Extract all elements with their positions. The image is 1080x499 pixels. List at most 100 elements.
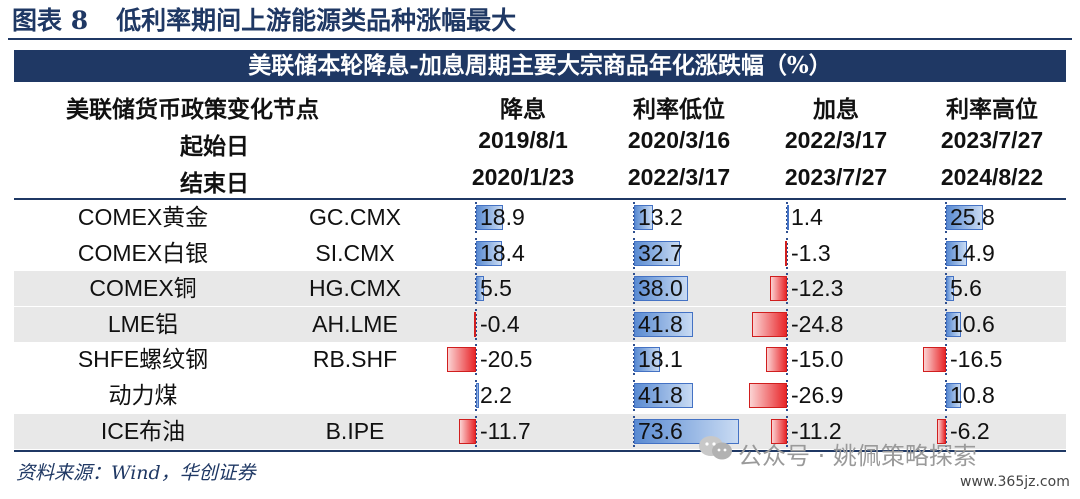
data-label: 10.8 [950, 382, 995, 408]
data-bar [922, 347, 946, 373]
data-label: -1.3 [791, 239, 831, 266]
zero-axis [786, 273, 788, 305]
commodity-name: 动力煤 [108, 382, 178, 408]
data-bar [634, 418, 739, 444]
data-bar [769, 276, 787, 302]
table-row: ICE布油 B.IPE -11.7 73.6 -11.2 -6.2 [14, 413, 1066, 449]
data-bar [474, 311, 476, 337]
watermark-text: 公众号 · 姚佩策略探索 [738, 442, 977, 470]
zero-axis [475, 344, 477, 376]
header-period-name: 利率低位 [633, 96, 725, 123]
commodity-code [272, 378, 438, 413]
header-label-end: 结束日 [180, 170, 249, 197]
table-row: LME铝 AH.LME -0.4 41.8 -24.8 10.6 [14, 306, 1066, 342]
commodity-code: HG.CMX [309, 275, 401, 302]
data-bar [634, 240, 681, 266]
table-row: COMEX黄金 GC.CMX 18.9 13.2 1.4 25.8 [14, 200, 1066, 235]
data-bar [946, 240, 968, 266]
header-period-end: 2023/7/27 [784, 164, 888, 190]
data-bar [476, 240, 503, 266]
data-label: 2.2 [480, 382, 512, 408]
zero-axis [475, 308, 477, 340]
commodity-name: COMEX白银 [77, 239, 209, 266]
commodity-code: SI.CMX [315, 239, 395, 266]
table-row: 动力煤 2.2 41.8 -26.9 10.8 [14, 378, 1066, 413]
data-label: 73.6 [638, 417, 683, 444]
header-period-start: 2023/7/27 [940, 127, 1044, 153]
data-bar [476, 205, 503, 230]
header-period-end: 2024/8/22 [940, 164, 1044, 190]
data-label: -16.5 [950, 346, 1003, 373]
data-label: 25.8 [950, 204, 995, 230]
data-label: 13.2 [638, 204, 683, 230]
data-label: 18.4 [480, 239, 525, 266]
data-label: -6.2 [950, 417, 990, 444]
data-bar [787, 205, 789, 230]
data-bar [476, 383, 480, 408]
figure-title: 图表 8 低利率期间上游能源类品种涨幅最大 [8, 4, 1072, 40]
data-label: 18.1 [638, 346, 683, 373]
data-label: 1.4 [791, 204, 823, 230]
wechat-icon [699, 436, 732, 460]
figure-label: 图表 8 [12, 6, 89, 35]
data-bar [946, 383, 962, 408]
commodity-name: SHFE螺纹钢 [77, 346, 209, 373]
data-label: 38.0 [638, 275, 683, 302]
table-row: COMEX白银 SI.CMX 18.4 32.7 -1.3 14.9 [14, 236, 1066, 271]
data-label: 5.6 [950, 275, 982, 302]
data-bar [946, 205, 983, 230]
commodity-name: ICE布油 [100, 417, 186, 444]
footer-divider [14, 450, 1066, 452]
header-period-name: 加息 [813, 96, 859, 123]
zero-axis [786, 237, 788, 269]
data-bar [748, 383, 787, 408]
zero-axis [786, 380, 788, 411]
zero-axis [786, 344, 788, 376]
commodity-name: COMEX黄金 [77, 204, 209, 230]
source-note: 资料来源：Wind，华创证券 [16, 462, 256, 484]
header-period-end: 2022/3/17 [627, 164, 731, 190]
data-bar [476, 276, 484, 302]
commodity-name: COMEX铜 [89, 275, 197, 302]
data-bar [946, 311, 962, 337]
data-bar [937, 418, 946, 444]
data-label: -15.0 [791, 346, 844, 373]
data-bar [946, 276, 954, 302]
commodity-name: LME铝 [107, 310, 179, 337]
zero-axis [945, 415, 947, 447]
site-watermark: www.365jz.com [960, 474, 1070, 490]
data-bar [771, 418, 787, 444]
header-period-start: 2022/3/17 [784, 127, 888, 153]
data-bar [751, 311, 787, 337]
data-label: -26.9 [791, 382, 844, 408]
data-label: -11.7 [480, 417, 531, 444]
data-bar [785, 240, 787, 266]
data-bar [634, 383, 694, 408]
data-label: 5.5 [480, 275, 512, 302]
zero-axis [786, 308, 788, 340]
data-bar [459, 418, 476, 444]
header-divider [14, 198, 1066, 200]
header-label-policy: 美联储货币政策变化节点 [66, 96, 319, 123]
data-label: 41.8 [638, 310, 683, 337]
data-label: -11.2 [791, 417, 842, 444]
data-bar [634, 311, 694, 337]
data-bar [634, 205, 653, 230]
commodity-code: AH.LME [312, 310, 398, 337]
data-label: 41.8 [638, 382, 683, 408]
data-label: -20.5 [480, 346, 533, 373]
zero-axis [786, 415, 788, 447]
commodity-code: RB.SHF [312, 346, 398, 373]
data-label: 18.9 [480, 204, 525, 230]
header-period-end: 2020/1/23 [471, 164, 575, 190]
figure-title-text: 低利率期间上游能源类品种涨幅最大 [116, 6, 517, 35]
table-row: COMEX铜 HG.CMX 5.5 38.0 -12.3 5.6 [14, 271, 1066, 307]
commodity-code: B.IPE [325, 417, 385, 444]
header-label-start: 起始日 [180, 133, 249, 160]
data-label: -12.3 [791, 275, 844, 302]
header-period-start: 2019/8/1 [478, 127, 568, 153]
data-bar [765, 347, 787, 373]
commodity-code: GC.CMX [309, 204, 401, 230]
zero-axis [945, 344, 947, 376]
table-banner: 美联储本轮降息-加息周期主要大宗商品年化涨跌幅（%） [14, 50, 1066, 82]
